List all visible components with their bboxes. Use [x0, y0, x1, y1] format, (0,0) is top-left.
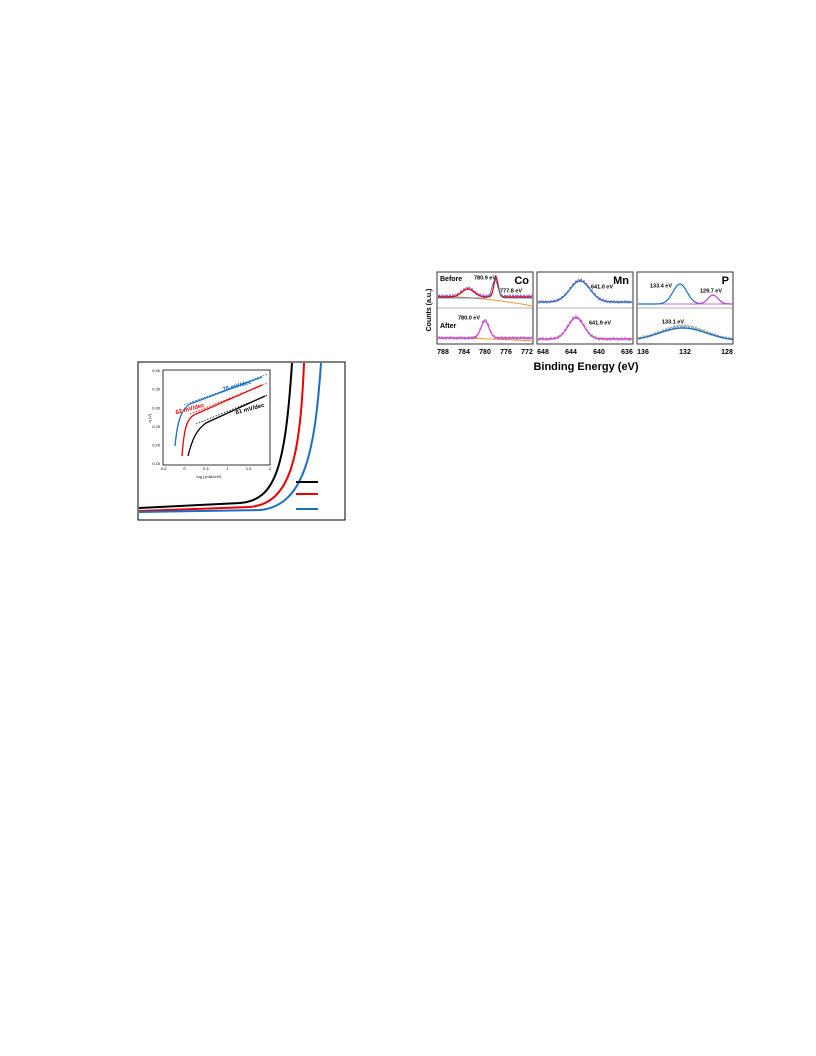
- curve: [138, 362, 293, 509]
- inset-curve: [174, 376, 263, 447]
- plot-frame: [137, 361, 346, 521]
- y-tick-label: 0.15: [152, 461, 161, 466]
- curve: [138, 362, 322, 513]
- element-label: P: [722, 275, 729, 287]
- x-tick-label: 0: [183, 466, 186, 471]
- x-tick-label: 784: [458, 349, 470, 356]
- fit: [637, 327, 734, 341]
- x-tick-label: 128: [721, 349, 733, 356]
- x-tick-label: 788: [437, 349, 449, 356]
- y-axis-label: Counts (a.u.): [426, 289, 433, 332]
- element-label: Mn: [613, 275, 629, 287]
- x-tick-label: 776: [500, 349, 512, 356]
- x-tick-label: 1.5: [246, 466, 252, 471]
- y-tick-label: 0.25: [152, 424, 161, 429]
- fit: [690, 294, 733, 305]
- fit: [438, 320, 532, 339]
- peak-label: 641.0 eV: [591, 284, 613, 290]
- x-tick-label: 636: [621, 349, 633, 356]
- x-tick-label: 644: [565, 349, 577, 356]
- x-tick-label: 136: [637, 349, 649, 356]
- x-tick-label: 772: [521, 349, 533, 356]
- inset-curve: [187, 395, 266, 457]
- curve: [138, 362, 305, 512]
- x-tick-label: 0.5: [203, 466, 209, 471]
- peak-label: 777.8 eV: [500, 288, 522, 294]
- x-tick-label: 2: [269, 466, 272, 471]
- x-tick-label: 640: [593, 349, 605, 356]
- fit: [438, 276, 532, 298]
- x-axis-label: log j (mA/cm²): [197, 474, 223, 479]
- x-tick-label: 132: [679, 349, 691, 356]
- x-tick-label: -0.5: [160, 466, 168, 471]
- lsv-figure: [137, 361, 346, 521]
- x-tick-label: 648: [537, 349, 549, 356]
- peak-label: 641.9 eV: [589, 320, 611, 326]
- x-axis-label: Binding Energy (eV): [533, 361, 638, 373]
- xps-figure: Co 788 784 780 776 772 Mn 648 644 640 636 P 136 132 12…: [426, 271, 734, 373]
- peak-label: 129.7 eV: [700, 288, 722, 294]
- peak-label: 780.0 eV: [458, 315, 480, 321]
- spectrum: [637, 323, 734, 341]
- peak-label: 133.4 eV: [650, 283, 672, 289]
- x-tick-label: 780: [479, 349, 491, 356]
- peak-label: 133.1 eV: [662, 319, 684, 325]
- fit-line: [189, 382, 269, 415]
- fit: [538, 280, 632, 303]
- y-axis-label: η (V): [147, 413, 152, 422]
- peak-label: 780.9 eV: [474, 275, 496, 281]
- y-tick-label: 0.30: [152, 405, 161, 410]
- fit: [538, 317, 632, 340]
- row-label: Before: [440, 276, 462, 283]
- y-tick-label: 0.20: [152, 442, 161, 447]
- element-label: Co: [514, 275, 529, 287]
- fit-line: [195, 394, 269, 425]
- y-tick-label: 0.35: [152, 387, 161, 392]
- x-tick-label: 1: [226, 466, 229, 471]
- row-label: After: [440, 323, 457, 330]
- background: [436, 295, 534, 307]
- fit: [438, 279, 532, 299]
- inset-curve: [181, 384, 263, 457]
- y-tick-label: 0.40: [152, 368, 161, 373]
